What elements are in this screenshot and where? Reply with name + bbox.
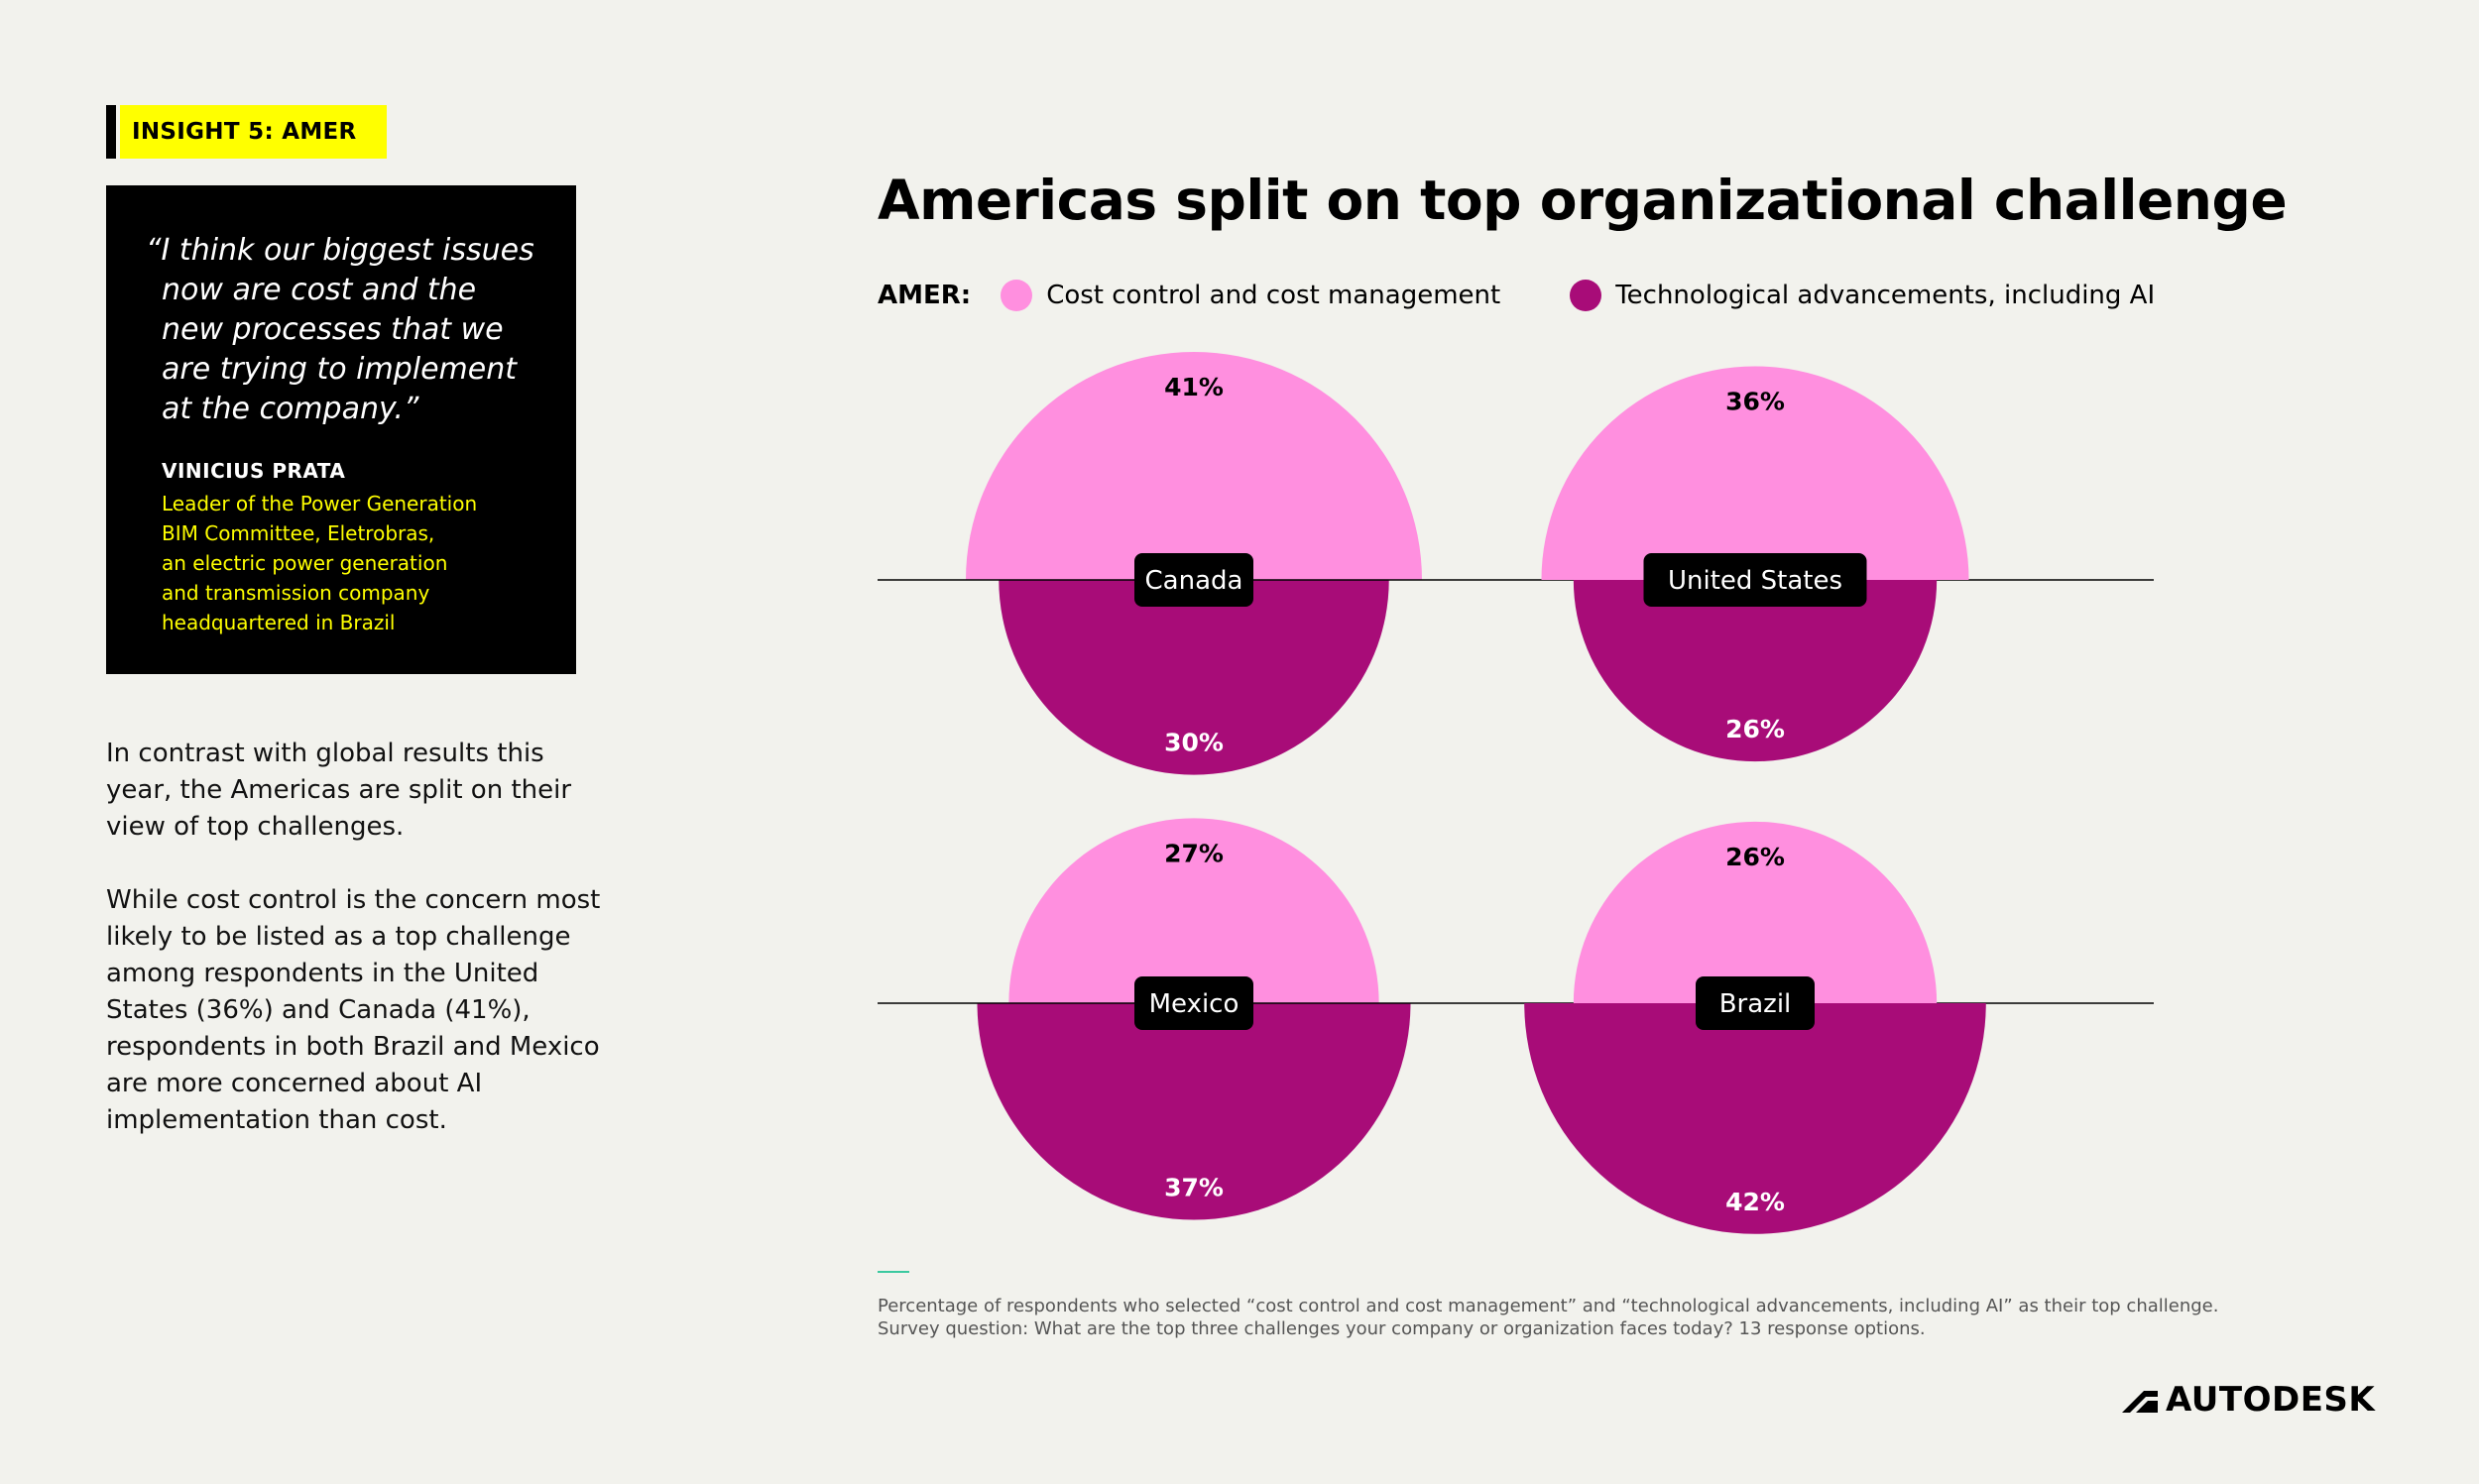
country-label-bg-canada [1134, 553, 1253, 607]
semicircle-cost-brazil [1573, 821, 1938, 1003]
footnote-line-1: Percentage of respondents who selected “… [878, 1296, 2219, 1316]
country-label-mexico: Mexico [1149, 989, 1240, 1019]
country-label-canada: Canada [1145, 566, 1243, 596]
semicircle-tech-canada [999, 580, 1389, 775]
value-label-tech-brazil: 42% [1725, 1188, 1785, 1216]
chart-title: Americas split on top organizational cha… [878, 169, 2288, 232]
quote-box: “I think our biggest issues now are cost… [106, 185, 576, 674]
legend-label-cost: Cost control and cost management [1046, 281, 1501, 310]
value-label-cost-canada: 41% [1164, 373, 1224, 401]
legend-swatch-tech [1570, 280, 1602, 311]
country-label-bg-united-states [1643, 553, 1867, 607]
country-label-bg-brazil [1696, 976, 1815, 1030]
semicircle-tech-united-states [1573, 580, 1938, 762]
value-label-tech-canada: 30% [1164, 729, 1224, 757]
legend-item-cost: Cost control and cost management [1001, 280, 1500, 311]
quote-text: “I think our biggest issues now are cost… [146, 233, 534, 426]
body-paragraph-1: In contrast with global results this yea… [106, 739, 572, 842]
autodesk-logo-icon [2122, 1391, 2158, 1413]
value-label-cost-brazil: 26% [1725, 843, 1785, 871]
semicircle-cost-united-states [1541, 366, 1969, 580]
value-label-cost-mexico: 27% [1164, 839, 1224, 867]
footnote-accent-line [878, 1271, 909, 1273]
semicircle-cost-mexico [1008, 818, 1379, 1003]
body-text: In contrast with global results this yea… [106, 736, 602, 1176]
quote-author-role: Leader of the Power Generation BIM Commi… [162, 492, 478, 634]
semicircle-tech-brazil [1524, 1003, 1986, 1234]
body-paragraph-2: While cost control is the concern most l… [106, 885, 601, 1135]
quote-author: VINICIUS PRATA [162, 459, 346, 483]
semicircle-tech-mexico [977, 1003, 1411, 1220]
country-label-brazil: Brazil [1719, 989, 1792, 1019]
chart-legend: AMER: Cost control and cost management T… [878, 278, 2224, 313]
country-label-united-states: United States [1668, 566, 1842, 596]
insight-tag-label: INSIGHT 5: AMER [120, 105, 387, 159]
autodesk-logo-text: AUTODESK [2166, 1380, 2376, 1420]
legend-region-label: AMER: [878, 281, 972, 310]
legend-label-tech: Technological advancements, including AI [1615, 281, 2156, 310]
value-label-cost-united-states: 36% [1725, 387, 1785, 415]
footnote-line-2: Survey question: What are the top three … [878, 1318, 1926, 1339]
country-label-bg-mexico [1134, 976, 1253, 1030]
legend-item-tech: Technological advancements, including AI [1570, 280, 2155, 311]
footnote: Percentage of respondents who selected “… [878, 1295, 2218, 1340]
value-label-tech-mexico: 37% [1164, 1173, 1224, 1201]
value-label-tech-united-states: 26% [1725, 715, 1785, 743]
legend-swatch-cost [1001, 280, 1033, 311]
semicircle-cost-canada [966, 352, 1422, 580]
insight-tag: INSIGHT 5: AMER [106, 105, 387, 159]
autodesk-logo: AUTODESK [2122, 1380, 2375, 1420]
